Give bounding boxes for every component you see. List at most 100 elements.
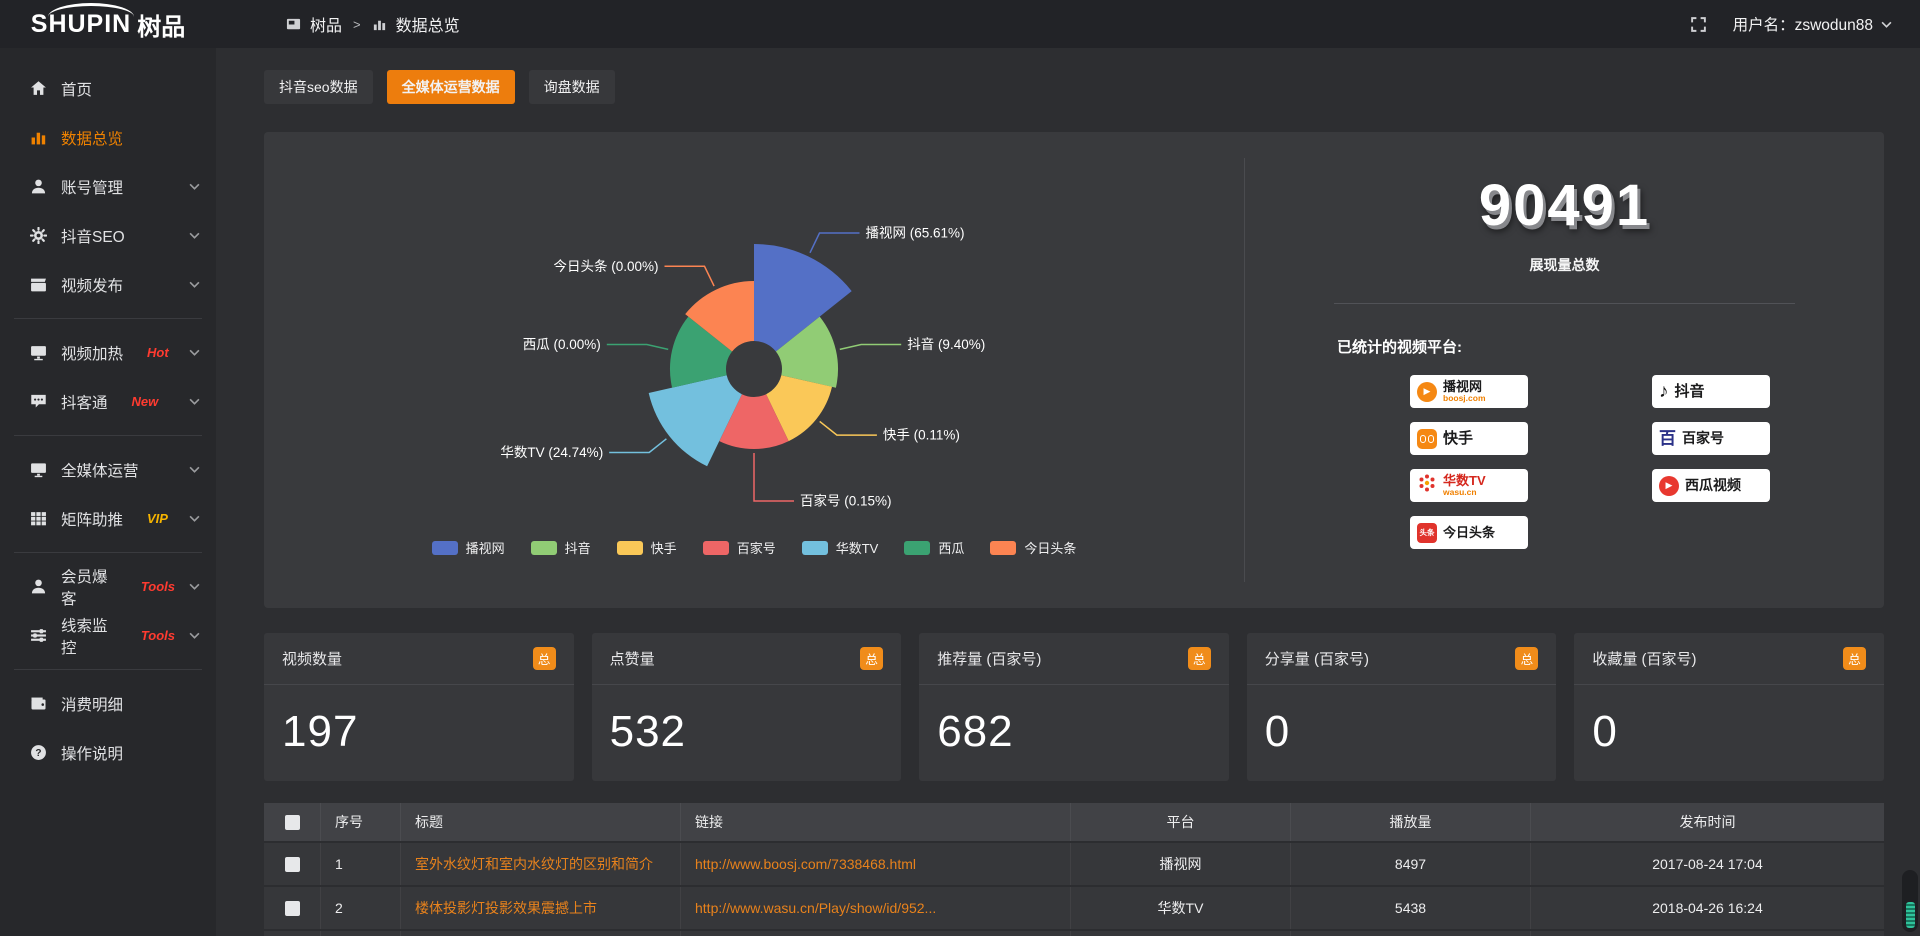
scrollbar-thumb[interactable] (1905, 902, 1915, 928)
tab-inquiry-data[interactable]: 询盘数据 (528, 70, 615, 104)
pie-label-line (753, 453, 794, 502)
platform-badge-douyin[interactable]: ♪ 抖音 (1652, 375, 1770, 408)
sidebar-item-consumption-details[interactable]: 消费明细 (0, 679, 216, 728)
pie-label-line (609, 438, 667, 454)
chevron-down-icon (1881, 21, 1892, 28)
stat-card-title: 推荐量 (百家号) (937, 651, 1042, 668)
chevron-down-icon (189, 232, 200, 239)
user-menu[interactable]: 用户名：zswodun88 (1733, 13, 1892, 35)
legend-swatch (801, 540, 828, 555)
legend-item[interactable]: 西瓜 (904, 538, 964, 557)
legend-label: 今日头条 (1024, 541, 1077, 556)
sliders-icon (30, 627, 47, 644)
cell-views: 8497 (1290, 843, 1530, 885)
sidebar-item-account-management[interactable]: 账号管理 (0, 162, 216, 211)
pie-slice-快手[interactable] (766, 375, 832, 442)
sidebar-item-video-heating[interactable]: 视频加热 Hot (0, 328, 216, 377)
page-scrollbar[interactable] (1902, 870, 1918, 932)
rose-pie-chart[interactable]: 播视网 (65.61%) 抖音 (9.40%) 快手 (0.11%) 百家号 (0.1… (264, 134, 1239, 534)
pie-slice-百家号[interactable] (719, 394, 789, 450)
stat-card-value: 682 (937, 707, 1014, 756)
pie-slice-西瓜[interactable] (669, 316, 733, 388)
breadcrumb-current[interactable]: 数据总览 (395, 18, 460, 35)
legend-item[interactable]: 华数TV (801, 538, 878, 557)
sidebar-item-video-publish[interactable]: 视频发布 (0, 260, 216, 309)
sidebar-item-omnimedia-operation[interactable]: 全媒体运营 (0, 445, 216, 494)
app-logo[interactable]: SHUPIN 树品 (0, 0, 216, 48)
tab-douyin-seo-data[interactable]: 抖音seo数据 (264, 70, 373, 104)
cell-no: 1 (320, 843, 400, 885)
breadcrumb-root[interactable]: 树品 (310, 18, 343, 35)
sidebar-item-label: 账号管理 (61, 179, 124, 197)
sidebar-item-doukewtong[interactable]: 抖客通 New (0, 377, 216, 426)
legend-item[interactable]: 快手 (616, 538, 677, 557)
sidebar-item-lead-monitoring[interactable]: 线索监控 Tools (0, 611, 216, 660)
stat-card-title: 收藏量 (百家号) (1592, 651, 1697, 668)
fullscreen-icon[interactable] (1690, 16, 1707, 33)
sidebar-item-label: 视频加热 (61, 345, 124, 363)
header-link: 链接 (680, 803, 1070, 841)
pie-label-line (809, 232, 860, 254)
legend-item[interactable]: 播视网 (431, 538, 505, 557)
tab-omnimedia-operation-data[interactable]: 全媒体运营数据 (386, 70, 515, 104)
total-badge: 总 (860, 647, 884, 670)
cell-url-link[interactable]: http://www.boosj.com/7338468.html (680, 843, 1070, 885)
platform-badge-wasu[interactable]: 华数TV wasu.cn (1410, 469, 1528, 502)
sidebar-item-home[interactable]: 首页 (0, 64, 216, 113)
cell-title-link[interactable]: 楼体投影灯投影效果震撼上市 (400, 887, 680, 929)
sidebar-divider (14, 552, 202, 553)
header-views: 播放量 (1290, 803, 1530, 841)
chevron-down-icon (189, 515, 200, 522)
row-checkbox[interactable] (284, 856, 300, 872)
platform-badge-kuaishou[interactable]: 快手 (1410, 422, 1528, 455)
sidebar-item-data-overview[interactable]: 数据总览 (0, 113, 216, 162)
legend-item[interactable]: 今日头条 (990, 538, 1076, 557)
select-all-checkbox[interactable] (284, 814, 300, 830)
sidebar-item-member-baoke[interactable]: 会员爆客 Tools (0, 562, 216, 611)
legend-swatch (990, 540, 1017, 555)
stat-card-likes: 点赞量 总 532 (591, 633, 902, 781)
pie-label-line (606, 343, 669, 351)
wallet-icon (30, 695, 47, 712)
pie-slice-华数TV[interactable] (648, 375, 742, 467)
svg-text:?: ? (35, 748, 41, 759)
platform-badge-baijiahao[interactable]: 百 百家号 (1652, 422, 1770, 455)
user-icon (30, 178, 47, 195)
stat-card-recommendations: 推荐量 (百家号) 总 682 (919, 633, 1229, 781)
cell-platform: 华数TV (1070, 887, 1290, 929)
stat-card-value: 0 (1264, 707, 1291, 756)
sidebar-item-douyin-seo[interactable]: 抖音SEO (0, 211, 216, 260)
sidebar-item-label: 操作说明 (61, 745, 124, 763)
sidebar-divider (14, 318, 202, 319)
chevron-down-icon (189, 349, 200, 356)
legend-item[interactable]: 百家号 (702, 538, 776, 557)
stat-card-shares: 分享量 (百家号) 总 0 (1246, 633, 1557, 781)
pie-label-line (664, 265, 715, 287)
stat-card-value: 197 (282, 707, 359, 756)
sidebar-item-operation-guide[interactable]: ? 操作说明 (0, 728, 216, 777)
legend-label: 西瓜 (938, 541, 965, 556)
breadcrumb: 树品 > 数据总览 (286, 12, 460, 36)
chart-legend: 播视网 抖音 快手 百家号 华数TV 西瓜 今日头条 (264, 538, 1244, 557)
display-icon (30, 344, 47, 361)
user-label: 用户名：zswodun88 (1732, 17, 1873, 34)
cell-url-link[interactable]: http://www.wasu.cn/Play/show/id/952... (680, 887, 1070, 929)
member-icon (30, 578, 47, 595)
pie-slice-播视网[interactable] (754, 244, 852, 352)
sidebar-divider (14, 435, 202, 436)
sidebar-item-matrix-boost[interactable]: 矩阵助推 VIP (0, 494, 216, 543)
pie-slice-抖音[interactable] (775, 316, 839, 388)
legend-swatch (702, 540, 729, 555)
legend-item[interactable]: 抖音 (530, 538, 591, 557)
platform-badge-boosj[interactable]: ▶ 播视网 boosj.com (1410, 375, 1528, 408)
table-header-row: 序号 标题 链接 平台 播放量 发布时间 (264, 803, 1884, 843)
platform-badge-toutiao[interactable]: 头条 今日头条 (1410, 516, 1528, 549)
sidebar-divider (14, 669, 202, 670)
tools-badge: Tools (140, 628, 175, 643)
impressions-total: 90491 (1478, 173, 1651, 238)
pie-slice-今日头条[interactable] (685, 281, 754, 352)
platform-badge-xigua[interactable]: ▶ 西瓜视频 (1652, 469, 1770, 502)
row-checkbox[interactable] (284, 900, 300, 916)
cell-title-link[interactable]: 室外水纹灯和室内水纹灯的区别和简介 (400, 843, 680, 885)
cell-publish-time: 2017-08-24 17:04 (1530, 843, 1884, 885)
